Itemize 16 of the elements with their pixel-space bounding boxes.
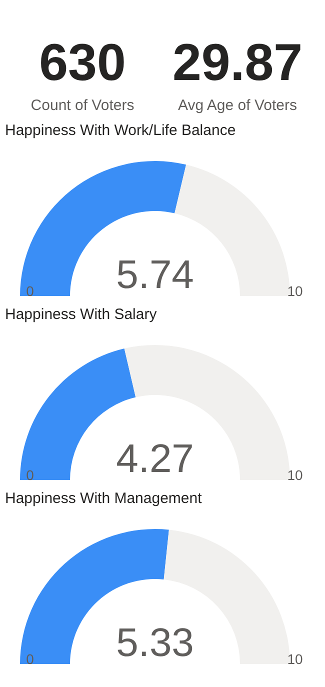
text: 5.33 xyxy=(116,621,194,665)
text: 0 xyxy=(26,283,34,299)
text: 10 xyxy=(287,651,303,667)
chart-title: Happiness With Salary xyxy=(5,306,158,323)
chart-title: Happiness With Management xyxy=(5,490,203,507)
data-label: 630 xyxy=(39,34,126,92)
data-label: 29.87 xyxy=(172,34,303,92)
category-label: Count of Voters xyxy=(30,97,134,114)
text: 10 xyxy=(287,283,303,299)
text: 5.74 xyxy=(116,253,194,297)
text: 4.27 xyxy=(116,437,194,481)
text: 0 xyxy=(26,651,34,667)
text: 0 xyxy=(26,467,34,483)
category-label: Avg Age of Voters xyxy=(178,97,297,114)
chart-title: Happiness With Work/Life Balance xyxy=(5,122,236,139)
text: 10 xyxy=(287,467,303,483)
